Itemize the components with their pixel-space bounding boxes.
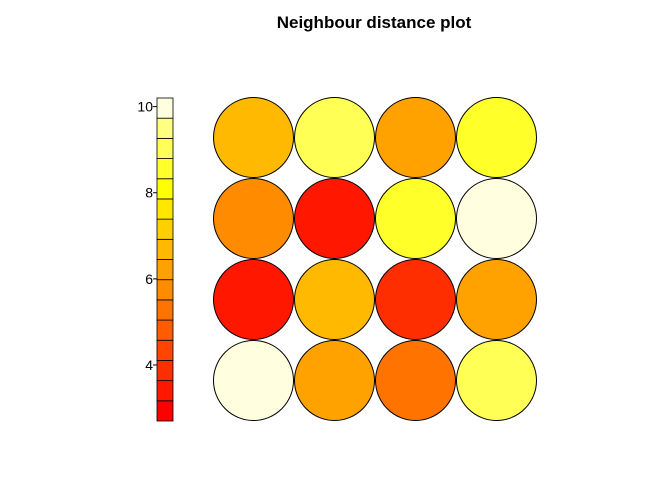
color-scale-swatch [156, 137, 174, 159]
node-circle [213, 97, 294, 178]
color-scale-swatch [156, 117, 174, 139]
node-circle [294, 97, 375, 178]
color-scale-swatch [156, 339, 174, 361]
node-circle [213, 340, 294, 421]
color-scale-swatch [156, 400, 174, 422]
node-circle [456, 178, 537, 259]
color-scale-swatch [156, 279, 174, 301]
node-grid [213, 97, 537, 421]
node-circle [294, 259, 375, 340]
color-scale-tick-label: 6 [145, 271, 153, 287]
color-scale-swatch [156, 178, 174, 200]
color-scale-swatch [156, 319, 174, 341]
color-scale-swatch [156, 198, 174, 220]
node-circle [294, 178, 375, 259]
node-circle [213, 178, 294, 259]
node-circle [375, 340, 456, 421]
color-scale-tick-label: 8 [145, 185, 153, 201]
node-circle [294, 340, 375, 421]
node-circle [456, 97, 537, 178]
node-circle [213, 259, 294, 340]
color-scale-tick-label: 10 [137, 99, 153, 115]
color-scale-swatch [156, 238, 174, 260]
node-circle [375, 178, 456, 259]
color-scale-swatch [156, 299, 174, 321]
color-scale-legend: 4 6 8 10 [137, 97, 174, 422]
color-scale-swatch [156, 158, 174, 180]
color-scale-swatch [156, 360, 174, 382]
color-scale-swatch [156, 380, 174, 402]
color-scale-tick-label: 4 [145, 357, 153, 373]
node-circle [456, 340, 537, 421]
node-circle [456, 259, 537, 340]
node-circle [375, 259, 456, 340]
chart-title: Neighbour distance plot [276, 13, 472, 32]
node-circle [375, 97, 456, 178]
color-scale-swatch [156, 259, 174, 281]
color-scale-swatch [156, 97, 174, 119]
color-scale-swatch [156, 218, 174, 240]
